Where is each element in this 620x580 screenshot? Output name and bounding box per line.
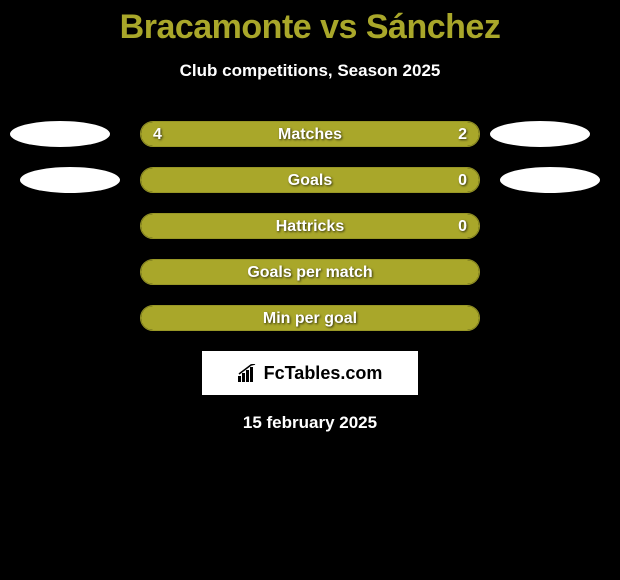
logo-content: FcTables.com: [238, 363, 383, 384]
player-right-icon: [490, 121, 590, 147]
chart-icon: [238, 364, 260, 382]
bar-label: Matches: [141, 122, 479, 147]
player-left-icon: [10, 121, 110, 147]
bar-row-goals-per-match: Goals per match: [0, 259, 620, 285]
bar-container: Hattricks 0: [140, 213, 480, 239]
bar-container: 4 Matches 2: [140, 121, 480, 147]
bar-container: Goals per match: [140, 259, 480, 285]
bar-label: Min per goal: [141, 306, 479, 331]
bar-label: Goals per match: [141, 260, 479, 285]
player-right-icon: [500, 167, 600, 193]
bar-container: Goals 0: [140, 167, 480, 193]
date-label: 15 february 2025: [0, 413, 620, 433]
comparison-chart: 4 Matches 2 Goals 0 Hattricks 0 Goals pe…: [0, 121, 620, 331]
bar-row-goals: Goals 0: [0, 167, 620, 193]
player-left-icon: [20, 167, 120, 193]
logo-text-label: FcTables.com: [264, 363, 383, 384]
bar-row-hattricks: Hattricks 0: [0, 213, 620, 239]
bar-right-value: 2: [458, 122, 467, 147]
bar-right-value: 0: [458, 168, 467, 193]
bar-row-matches: 4 Matches 2: [0, 121, 620, 147]
page-title: Bracamonte vs Sánchez: [0, 0, 620, 47]
bar-label: Goals: [141, 168, 479, 193]
bar-label: Hattricks: [141, 214, 479, 239]
fctables-logo: FcTables.com: [202, 351, 418, 395]
bar-row-min-per-goal: Min per goal: [0, 305, 620, 331]
page-subtitle: Club competitions, Season 2025: [0, 61, 620, 81]
bar-right-value: 0: [458, 214, 467, 239]
bar-container: Min per goal: [140, 305, 480, 331]
